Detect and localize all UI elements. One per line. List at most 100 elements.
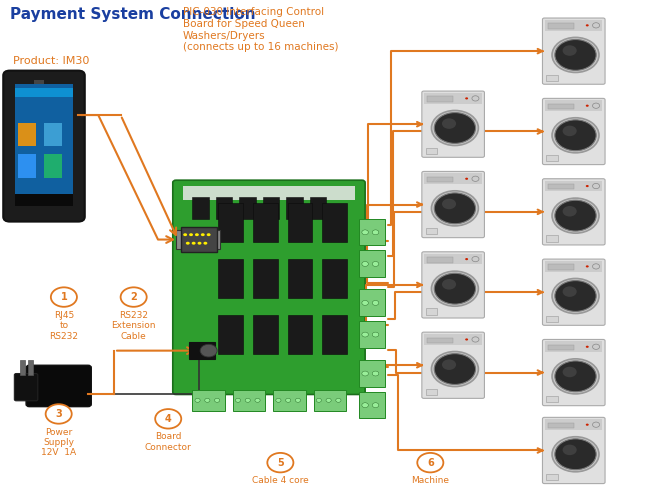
Bar xyxy=(426,389,437,395)
Bar xyxy=(545,341,602,352)
Circle shape xyxy=(195,233,199,236)
FancyBboxPatch shape xyxy=(542,98,605,165)
Circle shape xyxy=(552,437,599,472)
Bar xyxy=(424,334,482,345)
Circle shape xyxy=(295,398,301,402)
Circle shape xyxy=(472,96,479,101)
Circle shape xyxy=(585,185,589,187)
Bar xyxy=(426,148,437,154)
Circle shape xyxy=(434,112,475,143)
Circle shape xyxy=(362,403,368,408)
Circle shape xyxy=(442,199,456,209)
Bar xyxy=(15,84,73,206)
Bar xyxy=(15,88,73,97)
Bar xyxy=(218,316,243,355)
FancyBboxPatch shape xyxy=(3,71,85,222)
Circle shape xyxy=(552,279,599,314)
Text: 6: 6 xyxy=(427,458,434,468)
Circle shape xyxy=(192,242,196,244)
Circle shape xyxy=(555,439,596,469)
Bar xyxy=(548,423,574,428)
Text: 2: 2 xyxy=(130,292,137,302)
Circle shape xyxy=(255,398,260,402)
Bar xyxy=(546,75,558,81)
Bar xyxy=(548,184,574,189)
Circle shape xyxy=(442,279,456,290)
Bar xyxy=(359,321,385,348)
Circle shape xyxy=(46,404,72,424)
Bar xyxy=(288,316,312,355)
Circle shape xyxy=(201,233,205,236)
Bar xyxy=(424,93,482,104)
Bar xyxy=(545,100,602,111)
Bar xyxy=(44,123,62,146)
Circle shape xyxy=(563,445,577,455)
Bar xyxy=(548,104,574,109)
Circle shape xyxy=(552,118,599,153)
Bar xyxy=(286,197,303,219)
Circle shape xyxy=(198,242,201,244)
Bar xyxy=(253,260,278,299)
Circle shape xyxy=(465,178,468,180)
Bar xyxy=(28,360,33,375)
Circle shape xyxy=(585,105,589,107)
Circle shape xyxy=(183,233,187,236)
Bar xyxy=(546,235,558,242)
Bar xyxy=(424,254,482,264)
Bar xyxy=(426,228,437,234)
Circle shape xyxy=(372,230,379,235)
Circle shape xyxy=(552,359,599,394)
Bar xyxy=(427,257,453,262)
Circle shape xyxy=(563,286,577,297)
FancyBboxPatch shape xyxy=(173,180,365,394)
Circle shape xyxy=(362,371,368,376)
Circle shape xyxy=(432,191,479,226)
Bar xyxy=(239,197,256,219)
Circle shape xyxy=(552,37,599,73)
Circle shape xyxy=(362,332,368,337)
Circle shape xyxy=(593,264,600,269)
Bar xyxy=(545,419,602,430)
Bar xyxy=(359,392,385,418)
Text: 4: 4 xyxy=(165,414,171,424)
Circle shape xyxy=(585,424,589,426)
Circle shape xyxy=(372,403,379,408)
Bar xyxy=(322,316,347,355)
Circle shape xyxy=(372,371,379,376)
Bar xyxy=(424,173,482,184)
Bar xyxy=(288,204,312,243)
Circle shape xyxy=(593,103,600,108)
Bar xyxy=(216,197,232,219)
Circle shape xyxy=(372,300,379,305)
Circle shape xyxy=(585,346,589,348)
Circle shape xyxy=(555,361,596,392)
FancyBboxPatch shape xyxy=(422,252,484,318)
Bar xyxy=(427,177,453,182)
Bar xyxy=(263,197,279,219)
Circle shape xyxy=(432,352,479,387)
FancyBboxPatch shape xyxy=(422,91,484,157)
Bar xyxy=(44,154,62,178)
FancyBboxPatch shape xyxy=(542,339,605,406)
Text: Board
Connector: Board Connector xyxy=(145,432,192,452)
FancyBboxPatch shape xyxy=(14,374,38,401)
Text: Machine
Connector: Machine Connector xyxy=(407,476,454,487)
Text: PIC-030 Interfacing Control
Board for Speed Queen
Washers/Dryers
(connects up to: PIC-030 Interfacing Control Board for Sp… xyxy=(183,7,338,52)
Circle shape xyxy=(286,398,291,402)
Circle shape xyxy=(465,338,468,340)
Circle shape xyxy=(186,242,190,244)
Circle shape xyxy=(362,300,368,305)
Bar xyxy=(20,360,25,375)
FancyBboxPatch shape xyxy=(422,332,484,398)
Bar xyxy=(18,154,36,178)
Circle shape xyxy=(235,398,241,402)
Bar xyxy=(310,197,326,219)
Text: RS232
Extension
Cable: RS232 Extension Cable xyxy=(111,311,156,340)
Bar xyxy=(545,261,602,272)
FancyBboxPatch shape xyxy=(26,365,91,407)
Circle shape xyxy=(472,176,479,181)
Circle shape xyxy=(215,398,220,402)
Bar xyxy=(359,250,385,277)
Circle shape xyxy=(372,262,379,266)
Circle shape xyxy=(189,233,193,236)
